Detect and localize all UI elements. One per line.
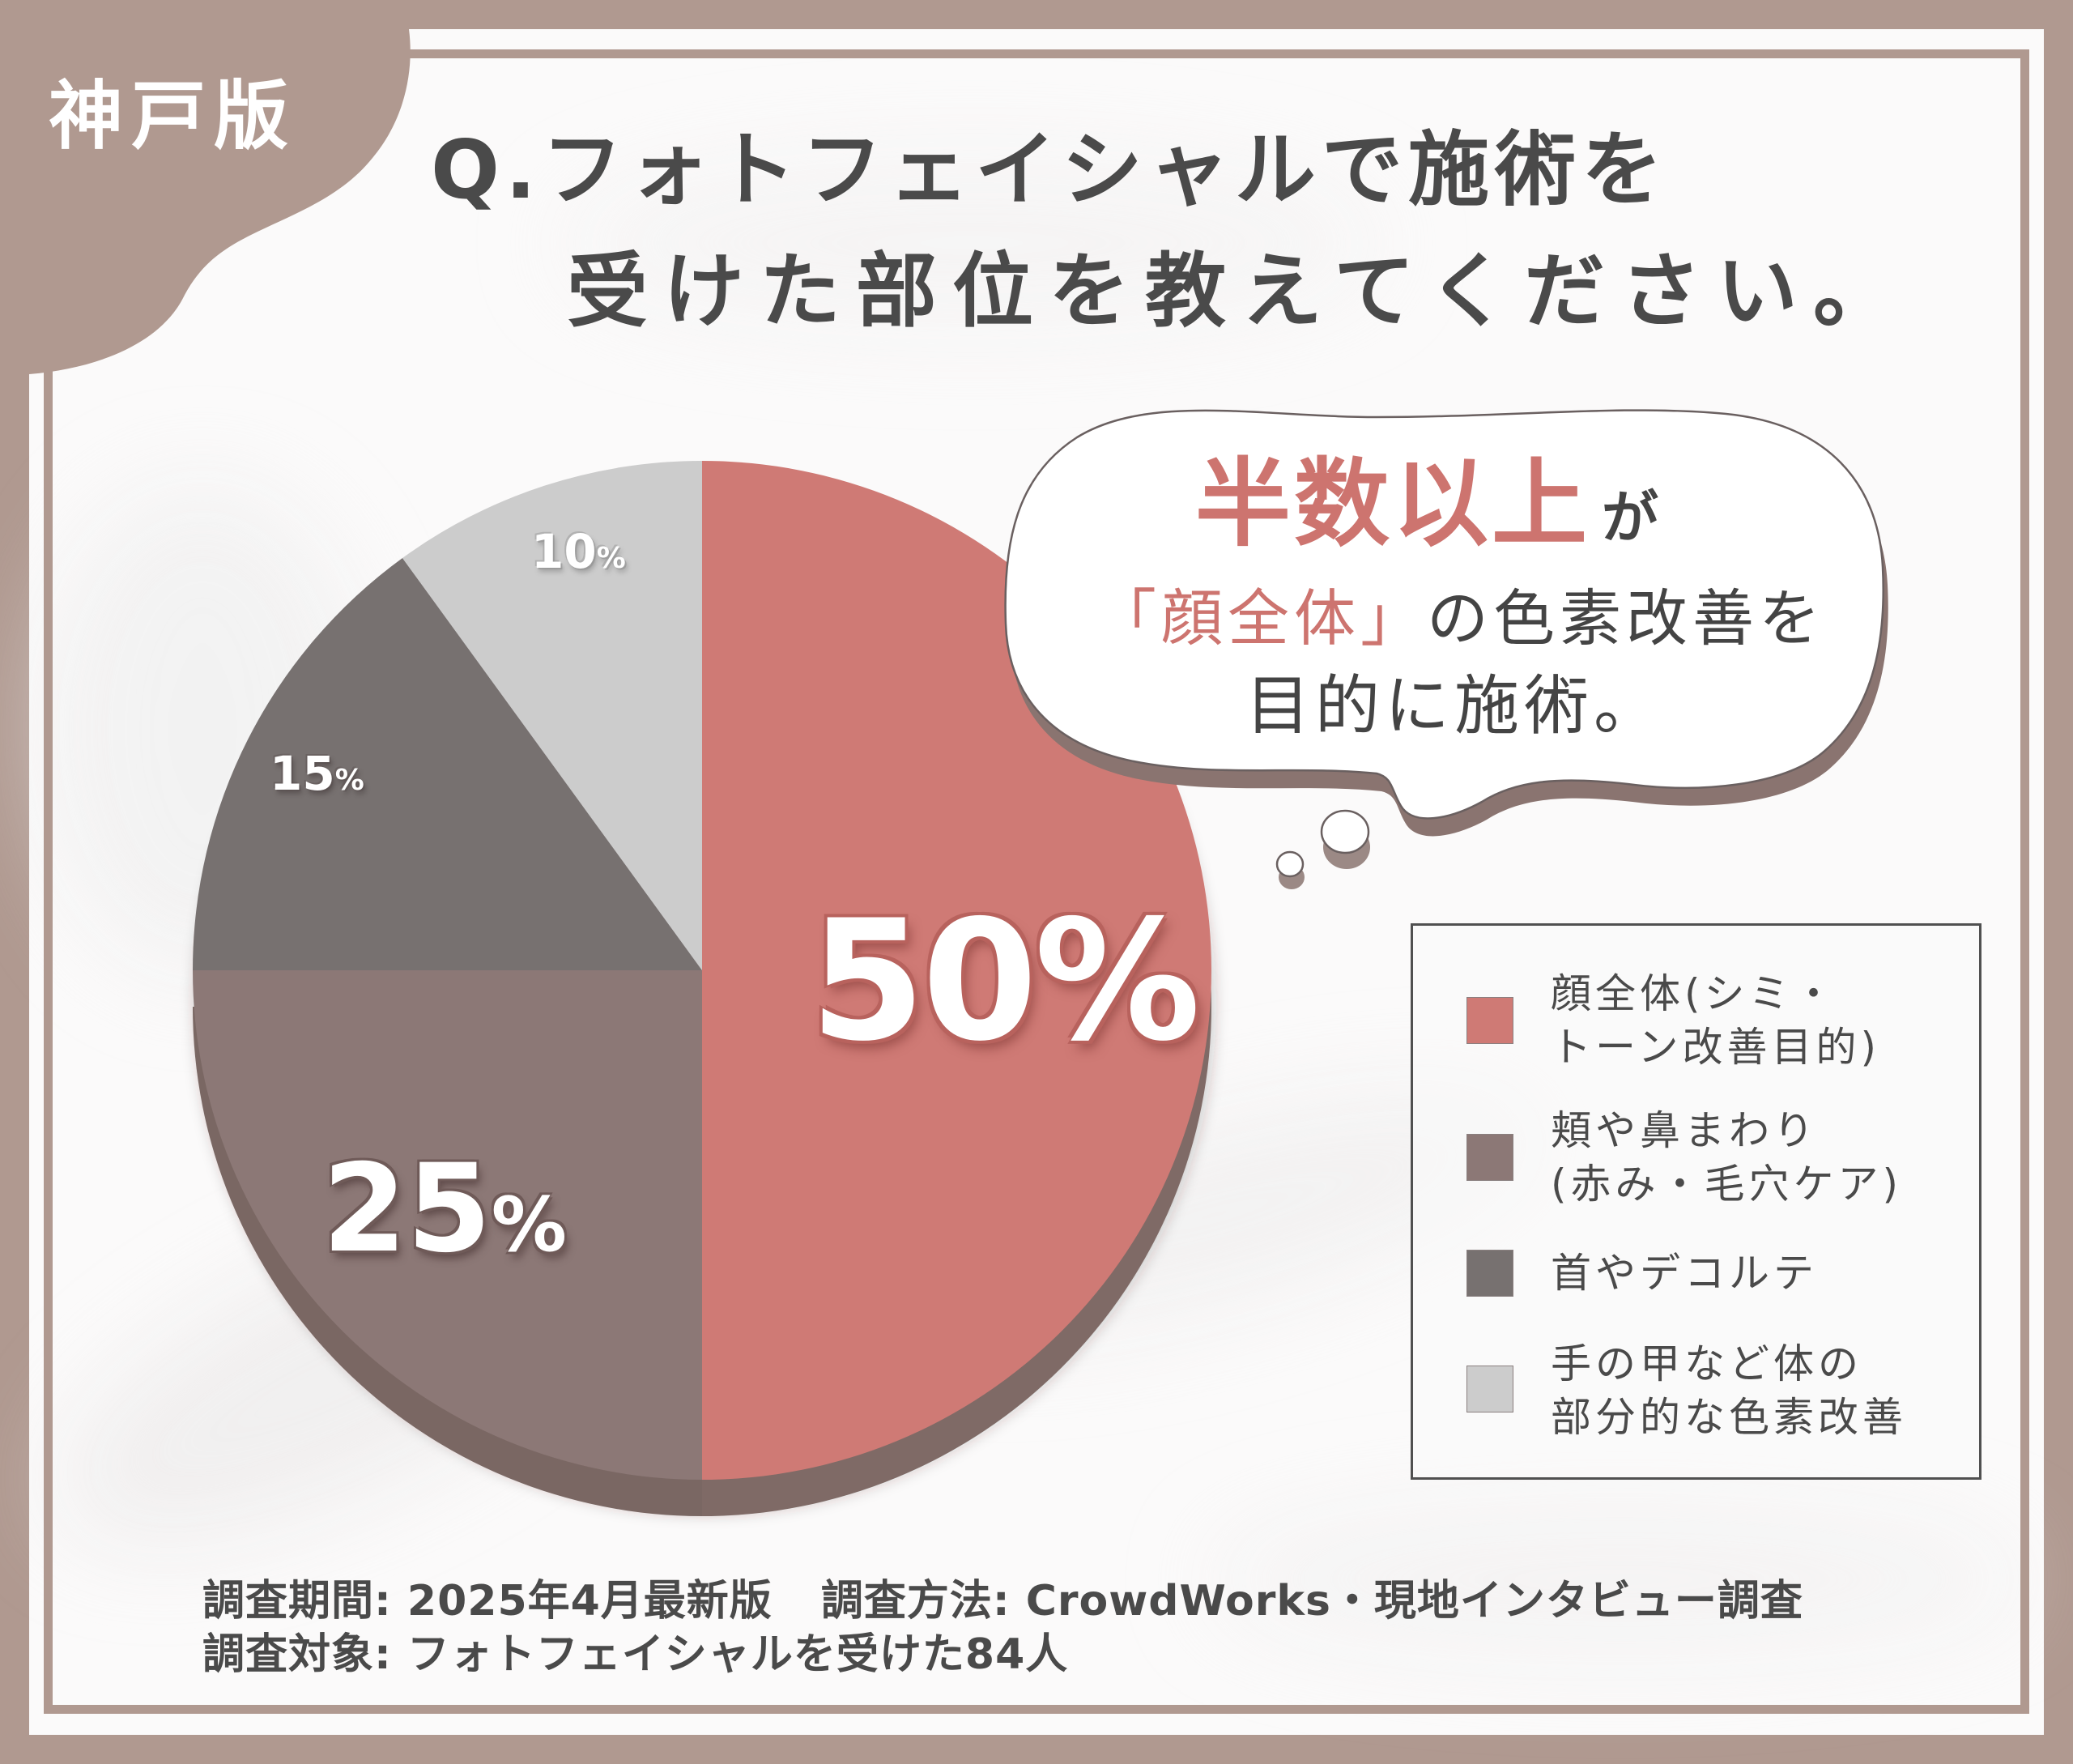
callout-line2: 「顔全体」の色素改善を — [1095, 582, 1825, 654]
survey-period: 調査期間: 2025年4月最新版 — [202, 1577, 773, 1626]
survey-info-line1: 調査期間: 2025年4月最新版 調査方法: CrowdWorks・現地インタビュ… — [202, 1580, 1803, 1622]
legend-swatch-body — [1466, 1366, 1513, 1412]
slice-neck-15[interactable] — [192, 558, 703, 970]
pie-label-10: 10% — [531, 524, 626, 579]
slice-body-10[interactable] — [402, 460, 702, 970]
inner-frame-border — [44, 49, 2029, 1714]
legend-label-body: 手の甲など体の 部分的な色素改善 — [1551, 1340, 1907, 1441]
legend-label-face: 顔全体(シミ・ トーン改善目的) — [1551, 970, 1881, 1071]
chart-legend: 顔全体(シミ・ トーン改善目的) 頬や鼻まわり (赤み・毛穴ケア) 首やデコルテ 手… — [1411, 923, 1981, 1480]
legend-label-neck: 首やデコルテ — [1551, 1250, 1818, 1297]
callout-line3: 目的に施術。 — [1245, 668, 1663, 744]
survey-method: 調査方法: CrowdWorks・現地インタビュー調査 — [820, 1577, 1803, 1626]
question-title-line2: 受けた部位を教えてください。 — [567, 244, 1909, 339]
callout-line1: 半数以上が — [1195, 448, 1662, 560]
legend-swatch-cheek — [1466, 1134, 1513, 1181]
pie-label-15: 15% — [270, 746, 364, 801]
thought-dots — [1275, 809, 1370, 889]
pie-label-50: 50% — [810, 885, 1201, 1078]
legend-swatch-neck — [1466, 1250, 1513, 1297]
edition-label: 神戸版 — [49, 73, 297, 160]
question-title-line1: Q.フォトフェイシャルで施術を — [431, 122, 1668, 217]
legend-swatch-face — [1466, 997, 1513, 1044]
survey-target: 調査対象: フォトフェイシャルを受けた84人 — [202, 1630, 1069, 1679]
pie-label-25: 25% — [322, 1139, 567, 1280]
corner-badge-shape — [0, 0, 411, 374]
legend-label-cheek: 頬や鼻まわり (赤み・毛穴ケア) — [1551, 1107, 1903, 1208]
slice-cheek-25[interactable] — [193, 970, 702, 1480]
